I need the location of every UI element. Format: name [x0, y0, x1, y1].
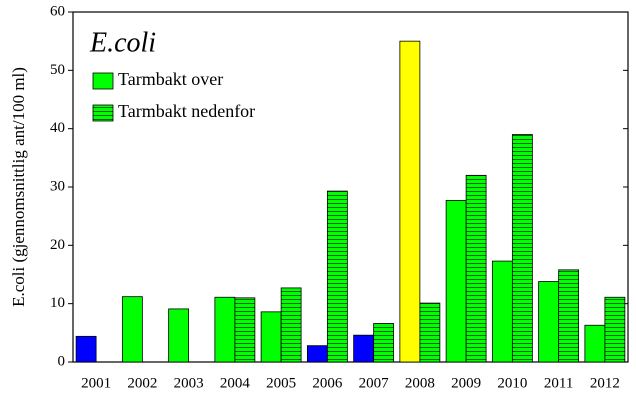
bar: [75, 335, 97, 363]
x-tick-label: 2010: [497, 375, 527, 391]
x-tick-label: 2006: [312, 375, 343, 391]
y-tick-label: 40: [50, 120, 65, 136]
x-tick-label: 2012: [590, 375, 620, 391]
bar: [538, 281, 560, 363]
bar: [234, 297, 256, 363]
x-tick-label: 2004: [220, 375, 251, 391]
y-tick-label: 30: [50, 178, 65, 194]
bar: [558, 269, 580, 363]
x-tick-label: 2009: [451, 375, 481, 391]
bar: [419, 302, 441, 363]
bar: [445, 200, 467, 363]
bar: [491, 260, 513, 363]
bar: [511, 134, 533, 363]
bar: [465, 174, 487, 363]
bar: [373, 323, 395, 363]
legend-label: Tarmbakt nedenfor: [118, 101, 255, 121]
y-tick-label: 50: [50, 62, 65, 78]
legend-label: Tarmbakt over: [118, 69, 223, 89]
x-tick-label: 2003: [174, 375, 204, 391]
bar: [260, 311, 282, 363]
bar: [326, 190, 348, 363]
x-tick-label: 2001: [81, 375, 111, 391]
bar: [214, 296, 236, 363]
x-tick-label: 2005: [266, 375, 296, 391]
bar: [168, 308, 190, 363]
y-tick-label: 60: [50, 3, 65, 19]
x-tick-label: 2011: [544, 375, 573, 391]
chart-title: E.coli: [89, 27, 156, 58]
bar: [121, 296, 143, 363]
y-tick-label: 20: [50, 237, 65, 253]
bar: [604, 296, 626, 363]
x-tick-label: 2007: [359, 375, 390, 391]
bar: [584, 324, 606, 363]
legend-swatch: [92, 104, 114, 122]
bar: [353, 334, 375, 363]
y-tick-label: 0: [58, 353, 66, 369]
x-tick-label: 2002: [127, 375, 157, 391]
x-tick-label: 2008: [405, 375, 435, 391]
y-axis-label: E.coli (gjennomsnittlig ant/100 ml): [9, 67, 28, 307]
legend-swatch: [92, 72, 114, 90]
bar: [306, 345, 328, 363]
bar: [280, 287, 302, 363]
y-tick-label: 10: [50, 295, 65, 311]
bar: [399, 40, 421, 363]
